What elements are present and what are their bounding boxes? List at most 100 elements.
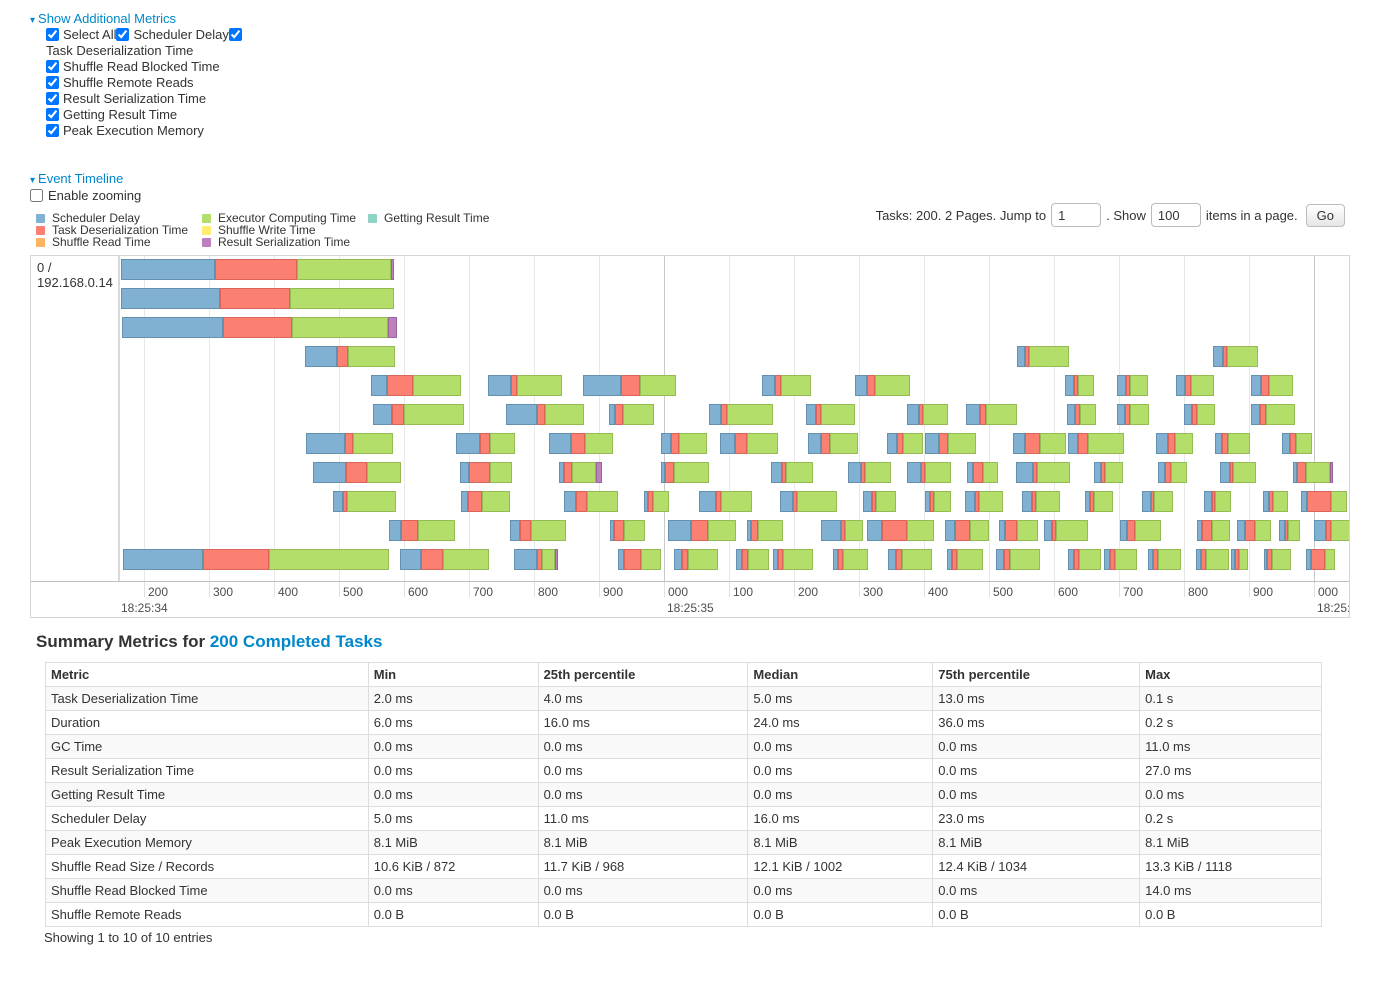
- task-bar[interactable]: [1279, 520, 1300, 541]
- metric-checkbox-scheduler-delay[interactable]: [116, 28, 130, 41]
- task-bar[interactable]: [1184, 404, 1215, 425]
- task-bar[interactable]: [400, 549, 489, 570]
- task-bar[interactable]: [771, 462, 813, 483]
- task-bar[interactable]: [559, 462, 602, 483]
- task-bar[interactable]: [887, 433, 923, 454]
- metric-checkbox-result-serialization-time[interactable]: [46, 92, 59, 105]
- task-bar[interactable]: [1215, 433, 1250, 454]
- go-button[interactable]: Go: [1305, 203, 1345, 227]
- jump-to-page-input[interactable]: [1051, 203, 1102, 227]
- task-bar[interactable]: [709, 404, 773, 425]
- task-bar[interactable]: [1142, 491, 1173, 512]
- task-bar[interactable]: [1264, 549, 1291, 570]
- task-bar[interactable]: [306, 433, 393, 454]
- task-bar[interactable]: [965, 491, 1003, 512]
- task-bar[interactable]: [1094, 462, 1123, 483]
- task-bar[interactable]: [1065, 375, 1094, 396]
- task-bar[interactable]: [121, 259, 394, 280]
- task-bar[interactable]: [1251, 375, 1293, 396]
- task-bar[interactable]: [644, 491, 669, 512]
- task-bar[interactable]: [1251, 404, 1295, 425]
- task-bar[interactable]: [313, 462, 401, 483]
- task-bar[interactable]: [1117, 375, 1148, 396]
- task-bar[interactable]: [736, 549, 769, 570]
- task-bar[interactable]: [947, 549, 983, 570]
- task-bar[interactable]: [1022, 491, 1060, 512]
- task-bar[interactable]: [833, 549, 868, 570]
- metric-checkbox-shuffle-read-blocked-time[interactable]: [46, 60, 59, 73]
- task-bar[interactable]: [1085, 491, 1113, 512]
- enable-zooming-checkbox[interactable]: [30, 189, 43, 202]
- task-bar[interactable]: [996, 549, 1040, 570]
- task-bar[interactable]: [1148, 549, 1181, 570]
- task-bar[interactable]: [510, 520, 566, 541]
- task-bar[interactable]: [668, 520, 736, 541]
- task-bar[interactable]: [1237, 520, 1271, 541]
- task-bar[interactable]: [333, 491, 396, 512]
- task-bar[interactable]: [720, 433, 778, 454]
- task-bar[interactable]: [907, 462, 951, 483]
- show-additional-metrics-link[interactable]: ▾ Show Additional Metrics: [30, 11, 176, 26]
- task-bar[interactable]: [609, 404, 654, 425]
- metric-checkbox-getting-result-time[interactable]: [46, 108, 59, 121]
- task-bar[interactable]: [583, 375, 676, 396]
- task-bar[interactable]: [1220, 462, 1256, 483]
- task-bar[interactable]: [456, 433, 515, 454]
- task-bar[interactable]: [1013, 433, 1066, 454]
- task-bar[interactable]: [1293, 462, 1333, 483]
- metric-checkbox-peak-execution-memory[interactable]: [46, 124, 59, 137]
- task-bar[interactable]: [1282, 433, 1312, 454]
- task-bar[interactable]: [1156, 433, 1193, 454]
- task-bar[interactable]: [549, 433, 613, 454]
- task-bar[interactable]: [461, 491, 510, 512]
- metric-checkbox-select-all[interactable]: [46, 28, 59, 41]
- task-bar[interactable]: [773, 549, 813, 570]
- task-bar[interactable]: [1196, 549, 1229, 570]
- metric-checkbox-task-deserialization-time[interactable]: [228, 28, 242, 41]
- task-bar[interactable]: [1016, 462, 1070, 483]
- metric-checkbox-shuffle-remote-reads[interactable]: [46, 76, 59, 89]
- task-bar[interactable]: [747, 520, 783, 541]
- task-bar[interactable]: [1204, 491, 1231, 512]
- task-bar[interactable]: [1117, 404, 1149, 425]
- task-bar[interactable]: [925, 433, 976, 454]
- task-bar[interactable]: [888, 549, 932, 570]
- task-bar[interactable]: [1306, 549, 1335, 570]
- task-bar[interactable]: [618, 549, 661, 570]
- task-bar[interactable]: [674, 549, 718, 570]
- task-bar[interactable]: [661, 462, 709, 483]
- task-bar[interactable]: [925, 491, 951, 512]
- task-bar[interactable]: [1068, 549, 1101, 570]
- task-bar[interactable]: [945, 520, 989, 541]
- task-bar[interactable]: [1314, 520, 1349, 541]
- task-bar[interactable]: [1067, 404, 1096, 425]
- task-bar[interactable]: [907, 404, 948, 425]
- task-bar[interactable]: [966, 404, 1017, 425]
- task-bar[interactable]: [867, 520, 934, 541]
- task-bar[interactable]: [1158, 462, 1187, 483]
- task-bar[interactable]: [506, 404, 584, 425]
- task-bar[interactable]: [373, 404, 464, 425]
- task-bar[interactable]: [514, 549, 558, 570]
- task-bar[interactable]: [806, 404, 855, 425]
- completed-tasks-link[interactable]: 200 Completed Tasks: [209, 632, 383, 651]
- task-bar[interactable]: [699, 491, 752, 512]
- task-bar[interactable]: [821, 520, 863, 541]
- task-bar[interactable]: [564, 491, 618, 512]
- task-bar[interactable]: [1044, 520, 1088, 541]
- task-bar[interactable]: [1017, 346, 1069, 367]
- task-bar[interactable]: [762, 375, 811, 396]
- task-bar[interactable]: [389, 520, 455, 541]
- items-per-page-input[interactable]: [1150, 203, 1201, 227]
- task-bar[interactable]: [122, 317, 397, 338]
- task-bar[interactable]: [1120, 520, 1161, 541]
- task-bar[interactable]: [1263, 491, 1288, 512]
- task-bar[interactable]: [863, 491, 896, 512]
- task-bar[interactable]: [460, 462, 512, 483]
- event-timeline-link[interactable]: ▾ Event Timeline: [30, 171, 123, 186]
- task-bar[interactable]: [999, 520, 1038, 541]
- task-bar[interactable]: [1213, 346, 1258, 367]
- task-bar[interactable]: [661, 433, 707, 454]
- task-bar[interactable]: [1104, 549, 1137, 570]
- task-bar[interactable]: [967, 462, 998, 483]
